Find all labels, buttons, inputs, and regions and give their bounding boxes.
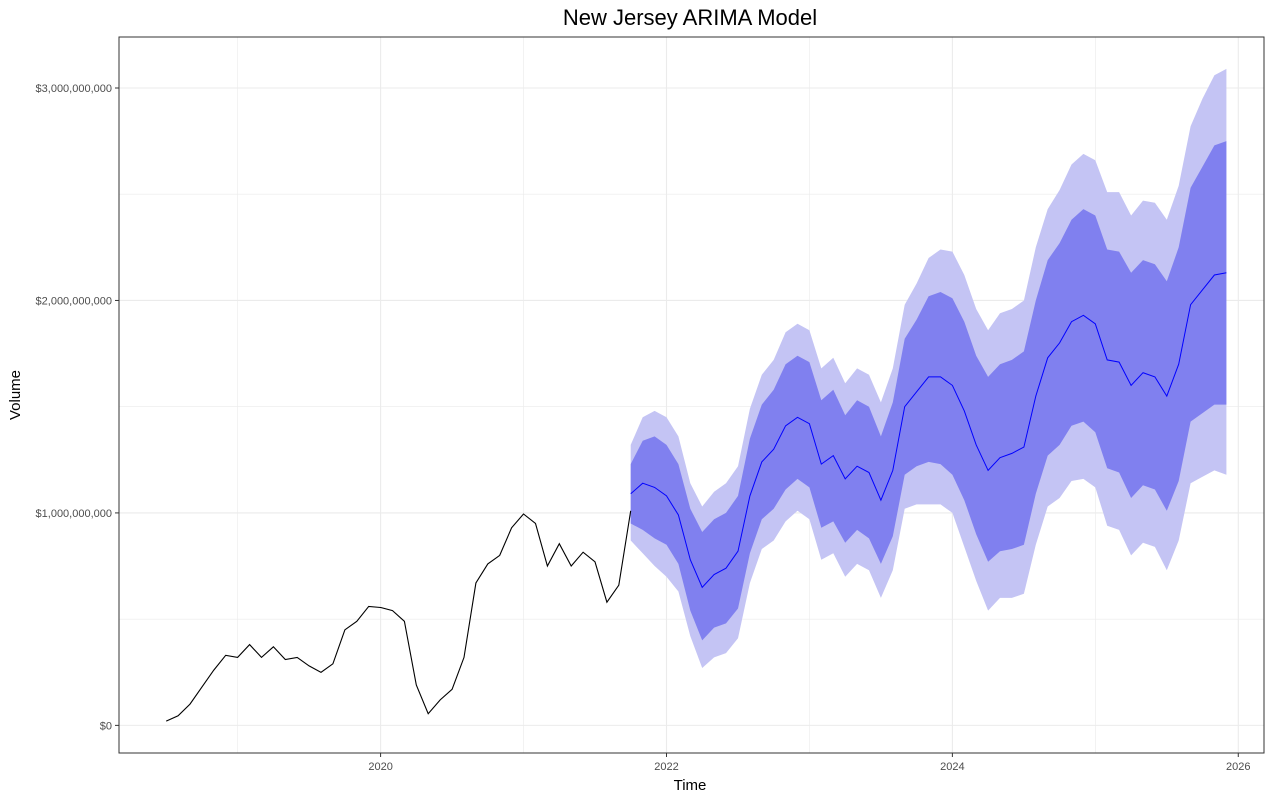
forecast-intervals	[630, 68, 1227, 668]
y-axis-title: Volume	[7, 370, 24, 420]
plot-border	[118, 36, 1265, 754]
y-axis: $0 $1,000,000,000 $2,000,000,000 $3,000,000…	[36, 83, 119, 732]
x-axis-title: Time	[674, 777, 707, 794]
x-tick-label: 2024	[940, 761, 964, 773]
series-lines	[165, 272, 1227, 722]
x-axis: 2020 2022 2024 2026	[368, 753, 1251, 773]
x-tick-label: 2026	[1226, 761, 1250, 773]
chart-title: New Jersey ARIMA Model	[563, 5, 817, 30]
x-tick-label: 2022	[654, 761, 678, 773]
y-tick-label: $3,000,000,000	[36, 83, 112, 95]
interval-80-band	[630, 141, 1227, 641]
y-tick-label: $0	[100, 720, 112, 732]
x-tick-label: 2020	[368, 761, 392, 773]
y-tick-label: $1,000,000,000	[36, 508, 112, 520]
y-tick-label: $2,000,000,000	[36, 295, 112, 307]
history-line	[165, 510, 632, 722]
forecast-mean-line	[630, 272, 1227, 589]
